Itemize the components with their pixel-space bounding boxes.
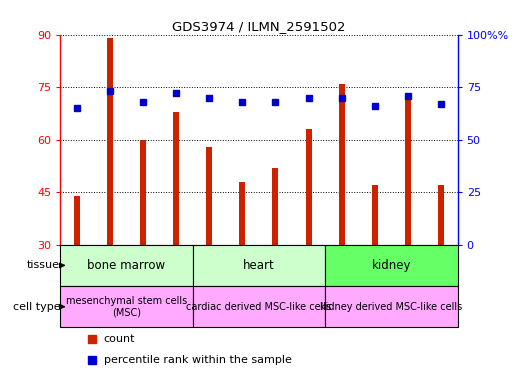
Bar <box>325 245 458 286</box>
Bar <box>339 84 345 245</box>
Text: kidney derived MSC-like cells: kidney derived MSC-like cells <box>320 302 462 312</box>
Text: percentile rank within the sample: percentile rank within the sample <box>104 354 292 364</box>
Bar <box>192 286 325 327</box>
Title: GDS3974 / ILMN_2591502: GDS3974 / ILMN_2591502 <box>172 20 346 33</box>
Bar <box>240 182 245 245</box>
Text: tissue: tissue <box>27 260 60 270</box>
Text: heart: heart <box>243 259 275 272</box>
Text: kidney: kidney <box>372 259 411 272</box>
Text: mesenchymal stem cells
(MSC): mesenchymal stem cells (MSC) <box>66 296 187 318</box>
Bar <box>60 286 192 327</box>
Text: cell type: cell type <box>13 302 60 312</box>
Bar <box>74 196 79 245</box>
Bar <box>140 140 146 245</box>
Bar <box>206 147 212 245</box>
Bar <box>325 286 458 327</box>
Text: cardiac derived MSC-like cells: cardiac derived MSC-like cells <box>186 302 332 312</box>
Bar <box>173 112 179 245</box>
Bar <box>192 245 325 286</box>
Bar <box>60 245 192 286</box>
Bar <box>305 129 312 245</box>
Bar <box>107 38 113 245</box>
Text: bone marrow: bone marrow <box>87 259 165 272</box>
Bar <box>405 98 411 245</box>
Text: count: count <box>104 334 135 344</box>
Bar <box>372 185 378 245</box>
Bar <box>272 168 278 245</box>
Bar <box>438 185 444 245</box>
